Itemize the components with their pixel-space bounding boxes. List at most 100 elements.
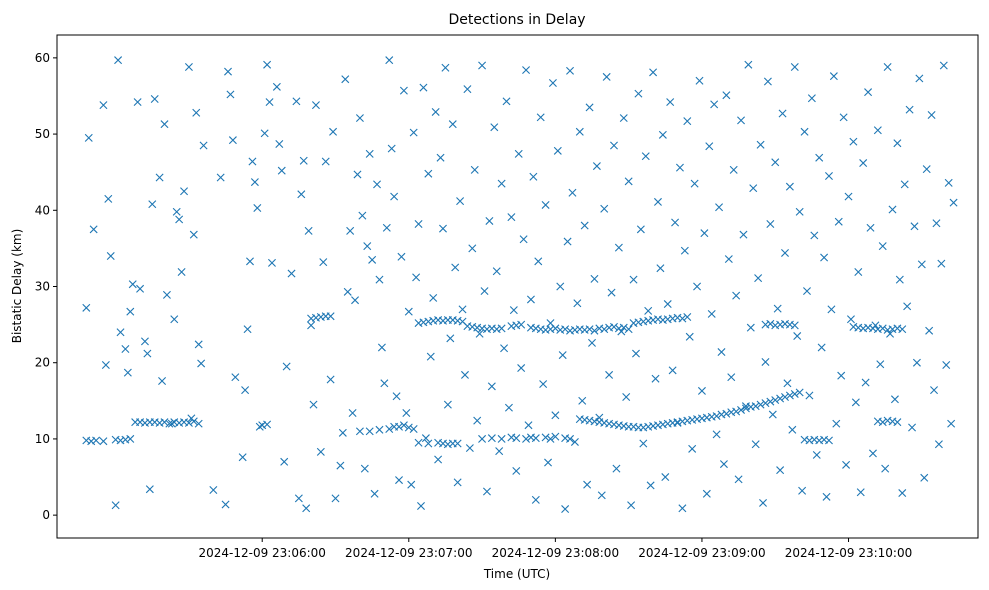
detection-point (883, 63, 892, 71)
detection-point (710, 100, 719, 109)
detection-point (785, 182, 794, 191)
detection-point (162, 290, 171, 299)
detection-point (316, 447, 325, 456)
x-axis-ticks: 2024-12-09 23:06:00 2024-12-09 23:07:00 20… (198, 538, 912, 560)
detection-point (920, 473, 929, 482)
detection-point (607, 288, 616, 297)
detection-point (886, 329, 895, 338)
detection-point (683, 117, 692, 126)
detection-point (385, 56, 394, 65)
detection-point-track-10-12km (497, 434, 506, 443)
detection-point (575, 127, 584, 136)
detection-point (839, 113, 848, 122)
detection-point (773, 304, 782, 313)
detection-point (824, 172, 833, 180)
detection-point (170, 315, 179, 324)
detection-point-track-10-12km (385, 425, 394, 434)
detection-point-track-10-12km (399, 421, 408, 430)
detection-point (680, 246, 689, 255)
detection-point (434, 455, 443, 464)
detection-point (636, 225, 645, 234)
detection-point (302, 504, 311, 513)
detection-point-track-10-12km (776, 394, 785, 403)
detection-point (812, 450, 821, 459)
detection-point (380, 379, 389, 388)
detection-point (199, 141, 208, 150)
detection-point (766, 220, 775, 228)
detection-point-track-10-12km (771, 396, 780, 405)
detection-point (690, 179, 699, 188)
detection-point (539, 380, 548, 389)
detection-point (414, 220, 423, 228)
y-tick-label: 60 (35, 51, 50, 65)
detection-point (231, 373, 240, 382)
detection-point (866, 223, 875, 232)
detection-point (668, 366, 677, 375)
detection-point (175, 215, 184, 224)
detection-point-track-10-12km (126, 434, 135, 443)
detection-point (319, 258, 328, 267)
detection-point (693, 282, 702, 291)
detection-point (446, 334, 455, 343)
detection-point (927, 111, 936, 120)
detection-point (697, 386, 706, 395)
detection-point (365, 149, 374, 158)
x-tick-label: 2024-12-09 23:06:00 (198, 546, 325, 560)
detection-point (573, 299, 582, 308)
detection-point (172, 207, 181, 216)
detection-point (629, 275, 638, 284)
detection-point (128, 280, 137, 289)
detection-point (612, 464, 621, 473)
detection-point-track-10-12km (795, 388, 804, 397)
detection-point (685, 332, 694, 341)
detection-point (854, 268, 863, 277)
y-axis-ticks: 0 10 20 30 40 50 60 (35, 51, 57, 522)
detection-point (822, 492, 831, 501)
detection-point-track-10-12km (395, 422, 404, 431)
detection-point-track-25km (551, 324, 560, 333)
detection-point (326, 375, 335, 384)
detection-point (417, 502, 425, 510)
detection-point (893, 139, 902, 148)
detection-point (861, 378, 870, 387)
detection-point (776, 466, 785, 475)
detection-point (267, 258, 276, 267)
detection-point (180, 187, 189, 196)
detection-point (820, 253, 829, 262)
detection-point (890, 395, 899, 404)
detection-point (531, 495, 540, 504)
detection-point-track-10-12km (741, 404, 750, 413)
detection-point (934, 440, 943, 449)
detection-point (651, 374, 660, 383)
detection-point (661, 473, 670, 482)
detection-point-track-10-12km (160, 418, 169, 427)
detection-point (473, 416, 482, 425)
detection-point (419, 83, 428, 92)
detection-point (624, 177, 633, 186)
detection-point (778, 109, 787, 118)
detection-point (864, 88, 873, 97)
detection-point (536, 113, 545, 122)
detection-point-track-25km (878, 324, 887, 333)
detection-point (387, 144, 396, 153)
detection-point (556, 282, 565, 291)
detection-point (729, 165, 738, 174)
detection-point (922, 165, 931, 174)
detection-point (859, 159, 868, 168)
detection-point (868, 449, 877, 458)
detection-point (309, 400, 318, 409)
detection-point (346, 226, 355, 235)
detection-point (509, 306, 518, 315)
detection-point (947, 419, 956, 428)
detection-point (771, 158, 780, 167)
detection-point (639, 439, 648, 448)
detection-point-track-10-12km (785, 391, 794, 400)
detection-point (189, 230, 198, 239)
detection-point-track-10-12km (409, 425, 418, 434)
detection-point-track-25km (517, 320, 526, 329)
detection-point (881, 464, 890, 473)
detection-point (876, 360, 885, 369)
detection-point (221, 500, 230, 509)
detection-point-track-10-12km (404, 423, 413, 432)
detection-point (566, 66, 575, 75)
